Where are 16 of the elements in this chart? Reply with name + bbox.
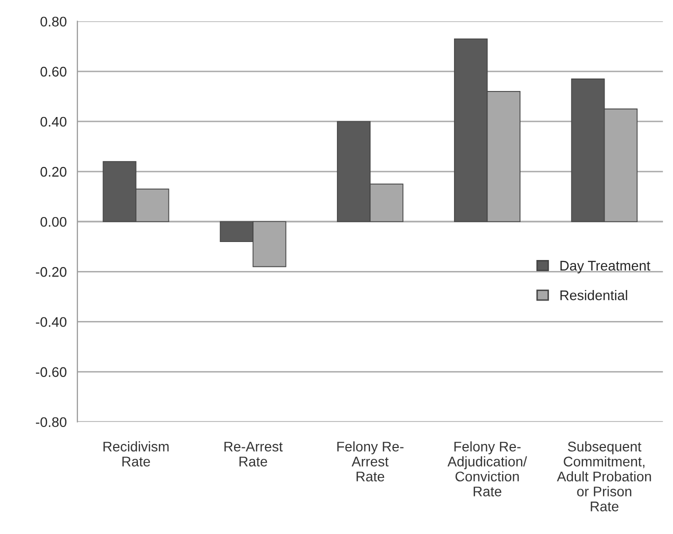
y-tick-label: 0.00 bbox=[40, 216, 66, 227]
y-tick-label: -0.20 bbox=[36, 267, 66, 277]
legend-label: Residential bbox=[560, 290, 628, 300]
legend-label: Day Treatment bbox=[560, 260, 650, 274]
y-tick-label: 0.80 bbox=[40, 16, 66, 27]
y-tick-label: 0.40 bbox=[40, 116, 66, 127]
x-tick-label: Re-Arrest Rate bbox=[224, 442, 283, 466]
x-tick-label: Subsequent Commitment, Adult Probation or Prison Rate bbox=[556, 441, 651, 512]
x-tick-label: Felony Re- Arrest Rate bbox=[337, 441, 404, 482]
y-tick-label: -0.40 bbox=[36, 317, 66, 327]
x-tick-label: Recidivism Rate bbox=[104, 441, 169, 466]
y-tick-label: 0.20 bbox=[40, 166, 66, 177]
y-tick-label: -0.60 bbox=[36, 367, 66, 377]
y-tick-label: -0.80 bbox=[36, 417, 66, 428]
x-tick-label: Felony Re- Adjudication/ Conviction Rate bbox=[448, 441, 528, 496]
y-tick-label: 0.60 bbox=[40, 66, 66, 77]
